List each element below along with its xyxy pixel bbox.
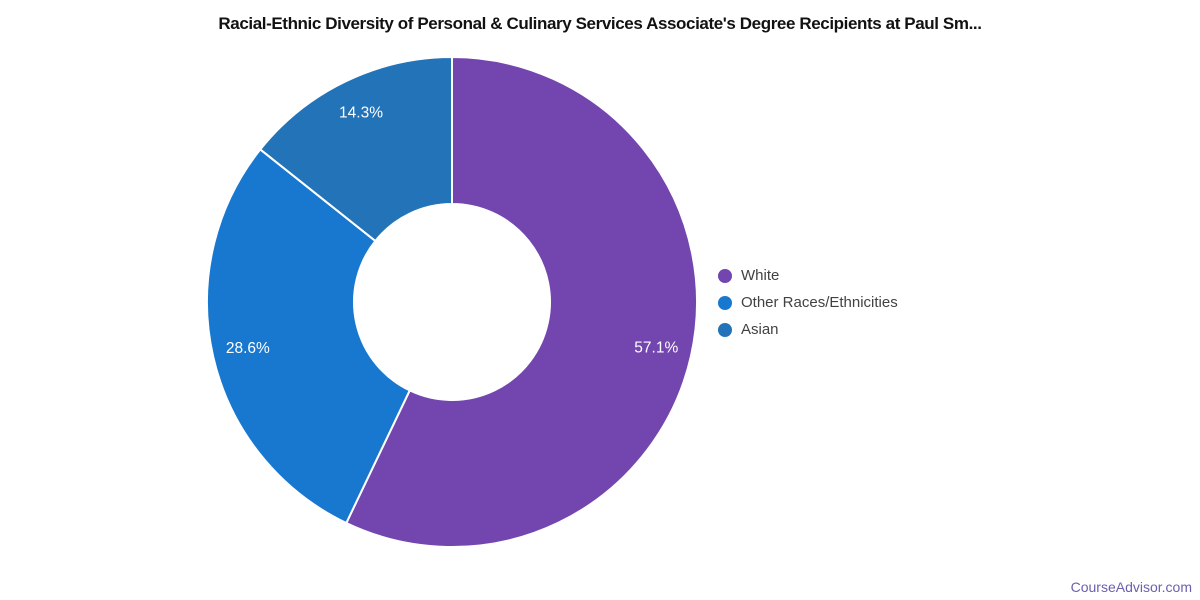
legend-label-other-races: Other Races/Ethnicities bbox=[741, 294, 898, 311]
pie-slice-asian[interactable] bbox=[258, 55, 453, 243]
legend-swatch-other-races-icon bbox=[718, 295, 732, 310]
legend-item-other-races-ethnicities[interactable]: Other Races/Ethnicities bbox=[718, 289, 898, 316]
legend-label-white: White bbox=[741, 267, 780, 284]
pie-slice-white[interactable] bbox=[344, 55, 698, 548]
legend-label-asian: Asian bbox=[741, 321, 779, 338]
legend-swatch-white-icon bbox=[718, 268, 732, 283]
legend-swatch-asian-icon bbox=[718, 322, 732, 337]
legend-item-white[interactable]: White bbox=[718, 262, 898, 289]
legend: White Other Races/Ethnicities Asian bbox=[718, 262, 898, 343]
chart-title: Racial-Ethnic Diversity of Personal & Cu… bbox=[218, 14, 982, 33]
courseadvisor-link[interactable]: CourseAdvisor.com bbox=[1070, 579, 1192, 595]
legend-item-asian[interactable]: Asian bbox=[718, 316, 898, 343]
pie-slice-other-races-ethnicities[interactable] bbox=[206, 148, 412, 525]
